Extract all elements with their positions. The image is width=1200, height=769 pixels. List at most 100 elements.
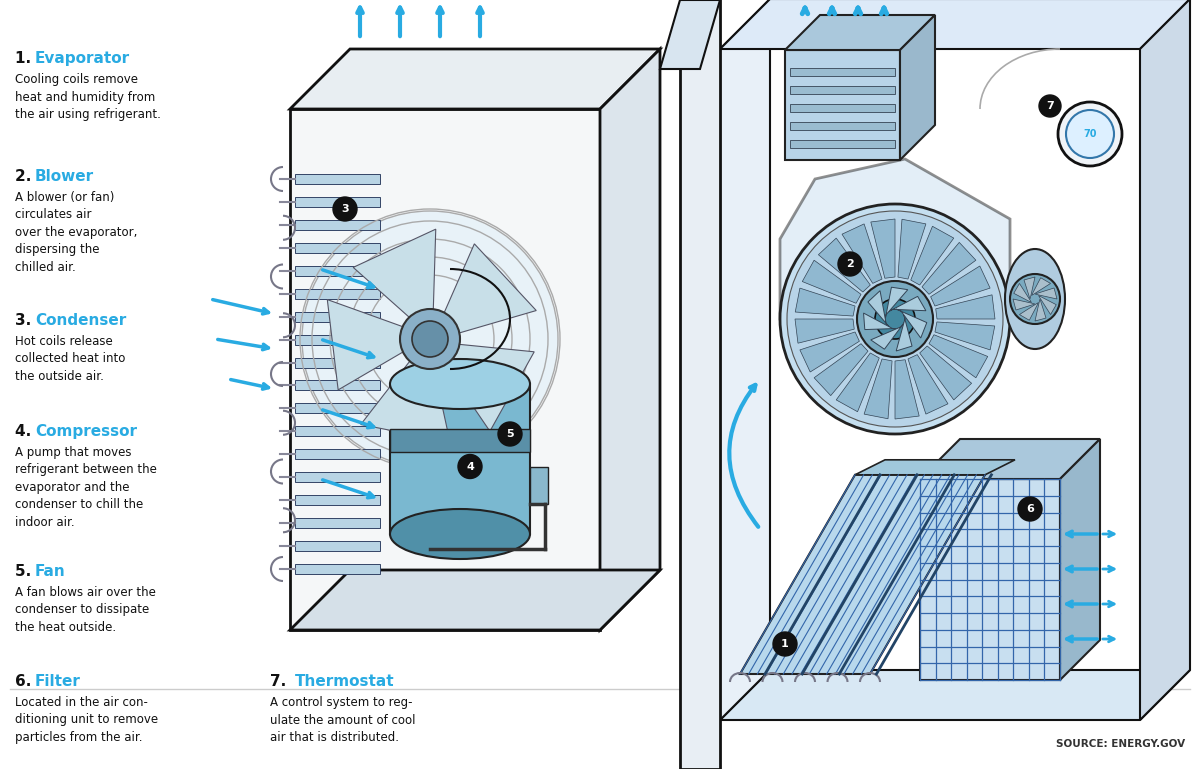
Polygon shape [295, 174, 380, 184]
Ellipse shape [1006, 249, 1066, 349]
Polygon shape [295, 449, 380, 459]
Circle shape [1018, 497, 1042, 521]
Polygon shape [871, 322, 905, 349]
Polygon shape [842, 224, 882, 284]
Text: Condenser: Condenser [35, 313, 126, 328]
Polygon shape [1060, 439, 1100, 680]
Polygon shape [720, 0, 1190, 49]
Text: 3: 3 [341, 204, 349, 214]
Polygon shape [1038, 295, 1056, 315]
Polygon shape [803, 260, 862, 303]
Polygon shape [720, 670, 1190, 720]
Polygon shape [740, 474, 985, 674]
Text: Cooling coils remove
heat and humidity from
the air using refrigerant.: Cooling coils remove heat and humidity f… [14, 73, 161, 121]
Polygon shape [1020, 302, 1038, 320]
Polygon shape [353, 229, 436, 323]
Polygon shape [785, 50, 900, 160]
Circle shape [412, 321, 448, 357]
Polygon shape [919, 346, 972, 400]
Polygon shape [920, 439, 1100, 479]
Polygon shape [295, 404, 380, 414]
Polygon shape [295, 358, 380, 368]
Polygon shape [1024, 277, 1034, 299]
Polygon shape [720, 0, 770, 720]
Polygon shape [922, 242, 976, 295]
Circle shape [302, 211, 558, 467]
Polygon shape [295, 197, 380, 207]
Polygon shape [295, 288, 380, 298]
Polygon shape [931, 266, 990, 306]
Polygon shape [295, 426, 380, 436]
Text: Thermostat: Thermostat [295, 674, 395, 689]
Polygon shape [660, 0, 720, 69]
Polygon shape [818, 238, 870, 292]
Circle shape [787, 211, 1003, 427]
Text: 4.: 4. [14, 424, 36, 439]
Polygon shape [295, 541, 380, 551]
Polygon shape [1032, 278, 1050, 295]
Circle shape [334, 197, 358, 221]
Text: 1.: 1. [14, 51, 36, 66]
Text: A control system to reg-
ulate the amount of cool
air that is distributed.: A control system to reg- ulate the amoun… [270, 696, 415, 744]
Polygon shape [295, 335, 380, 345]
Polygon shape [920, 479, 1060, 680]
Polygon shape [440, 344, 534, 431]
Polygon shape [290, 49, 660, 109]
Polygon shape [295, 220, 380, 230]
Text: 6.: 6. [14, 674, 37, 689]
Polygon shape [836, 353, 880, 411]
Polygon shape [790, 86, 895, 94]
Polygon shape [1034, 299, 1046, 321]
Circle shape [1010, 274, 1060, 324]
Polygon shape [900, 15, 935, 160]
Circle shape [780, 204, 1010, 434]
Polygon shape [800, 332, 859, 372]
Circle shape [498, 422, 522, 446]
Polygon shape [796, 319, 854, 343]
Text: Filter: Filter [35, 674, 80, 689]
Text: 7: 7 [1046, 101, 1054, 111]
Polygon shape [1013, 299, 1034, 310]
Circle shape [773, 632, 797, 656]
Polygon shape [896, 314, 912, 351]
Polygon shape [780, 159, 1010, 319]
Polygon shape [295, 518, 380, 528]
Text: 5: 5 [506, 429, 514, 439]
Polygon shape [680, 0, 720, 769]
Polygon shape [898, 219, 926, 279]
Polygon shape [390, 384, 530, 534]
Text: 3.: 3. [14, 313, 36, 328]
Polygon shape [790, 122, 895, 130]
Circle shape [838, 252, 862, 276]
Polygon shape [295, 564, 380, 574]
Circle shape [857, 281, 934, 357]
Text: A blower (or fan)
circulates air
over the evaporator,
dispersing the
chilled air: A blower (or fan) circulates air over th… [14, 191, 137, 274]
Polygon shape [1034, 288, 1057, 299]
Polygon shape [895, 360, 919, 419]
Polygon shape [790, 140, 895, 148]
Text: 1: 1 [781, 639, 788, 649]
Polygon shape [935, 322, 995, 350]
Polygon shape [295, 495, 380, 505]
Polygon shape [868, 291, 889, 328]
Polygon shape [328, 300, 410, 390]
Polygon shape [936, 295, 995, 319]
Polygon shape [1140, 0, 1190, 720]
Polygon shape [896, 309, 926, 338]
Polygon shape [442, 244, 536, 335]
Polygon shape [908, 355, 948, 414]
Circle shape [458, 454, 482, 478]
Text: Blower: Blower [35, 169, 94, 184]
Text: 70: 70 [1084, 129, 1097, 139]
Text: A pump that moves
refrigerant between the
evaporator and the
condenser to chill : A pump that moves refrigerant between th… [14, 446, 157, 529]
Text: Located in the air con-
ditioning unit to remove
particles from the air.: Located in the air con- ditioning unit t… [14, 696, 158, 744]
Polygon shape [785, 15, 935, 50]
Polygon shape [290, 570, 660, 630]
Polygon shape [864, 359, 892, 419]
Text: Hot coils release
collected heat into
the outside air.: Hot coils release collected heat into th… [14, 335, 125, 383]
Polygon shape [600, 49, 660, 630]
Text: A fan blows air over the
condenser to dissipate
the heat outside.: A fan blows air over the condenser to di… [14, 586, 156, 634]
Polygon shape [796, 288, 856, 316]
Circle shape [1058, 102, 1122, 166]
Polygon shape [929, 335, 988, 378]
